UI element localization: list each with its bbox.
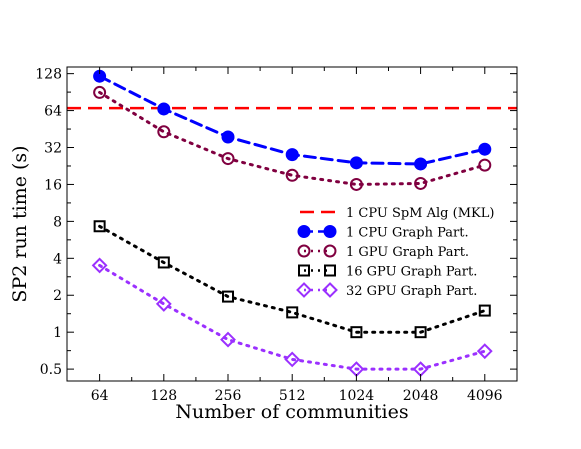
data-point — [414, 157, 428, 171]
y-tick-label: 4 — [53, 251, 62, 267]
data-point — [478, 142, 492, 156]
data-point — [155, 295, 172, 312]
y-tick-label: 1 — [53, 325, 62, 341]
legend-swatch-marker — [297, 225, 311, 238]
legend-label: 1 CPU SpM Alg (MKL) — [346, 206, 494, 221]
legend-swatch-marker — [296, 282, 312, 298]
y-tick-label: 128 — [35, 67, 62, 83]
series-line — [98, 224, 487, 334]
legend: 1 CPU SpM Alg (MKL) 1 CPU Graph Part. 1 GP… — [296, 206, 494, 299]
data-point — [414, 176, 428, 190]
legend-swatch-marker — [323, 225, 337, 238]
data-point — [350, 326, 363, 339]
data-point — [91, 257, 108, 274]
plot-marks — [67, 69, 517, 378]
series-line — [98, 90, 487, 186]
legend-label: 16 GPU Graph Part. — [346, 265, 477, 280]
x-tick-label: 64 — [91, 388, 109, 404]
data-point — [157, 256, 170, 269]
data-point — [221, 130, 235, 144]
data-point — [93, 85, 107, 99]
data-point — [285, 148, 299, 162]
data-point — [93, 220, 106, 233]
legend-swatch-marker — [322, 282, 338, 298]
x-tick-label: 1024 — [339, 388, 375, 404]
data-point — [349, 177, 363, 191]
data-point — [476, 343, 493, 360]
legend-swatch-marker — [323, 244, 337, 258]
legend-label: 32 GPU Graph Part. — [346, 284, 477, 299]
x-tick-label: 4096 — [467, 388, 503, 404]
y-tick-label: 8 — [53, 214, 62, 230]
data-point — [285, 168, 299, 182]
axes: 0.5 1 2 4 8 16 32 64 128 64 128 256 512 1024 2048 4096 — [35, 67, 517, 404]
legend-swatch-marker — [298, 264, 310, 277]
series-line — [98, 263, 487, 371]
data-point — [157, 125, 171, 139]
legend-label: 1 CPU Graph Part. — [346, 226, 469, 241]
legend-swatch-marker — [297, 244, 311, 258]
legend-swatch-marker — [324, 264, 336, 277]
y-tick-label: 64 — [44, 104, 62, 120]
legend-label: 1 GPU Graph Part. — [346, 245, 469, 260]
data-point — [157, 102, 171, 116]
data-point — [222, 290, 235, 303]
data-point — [349, 156, 363, 170]
data-point — [220, 331, 236, 348]
x-tick-label: 128 — [150, 388, 177, 404]
x-tick-label: 512 — [279, 388, 306, 404]
x-tick-label: 2048 — [403, 388, 439, 404]
x-axis-title: Number of communities — [175, 401, 408, 423]
y-axis-title: SP2 run time (s) — [9, 145, 31, 302]
data-point — [221, 152, 235, 166]
data-point — [414, 326, 427, 339]
data-point — [478, 304, 491, 317]
x-tick-label: 256 — [215, 388, 242, 404]
y-tick-label: 0.5 — [40, 362, 62, 378]
data-point — [478, 158, 492, 172]
y-tick-label: 2 — [53, 288, 62, 304]
data-point — [284, 351, 301, 368]
data-point — [286, 306, 299, 319]
y-tick-label: 16 — [44, 177, 62, 193]
y-tick-label: 32 — [44, 141, 62, 157]
